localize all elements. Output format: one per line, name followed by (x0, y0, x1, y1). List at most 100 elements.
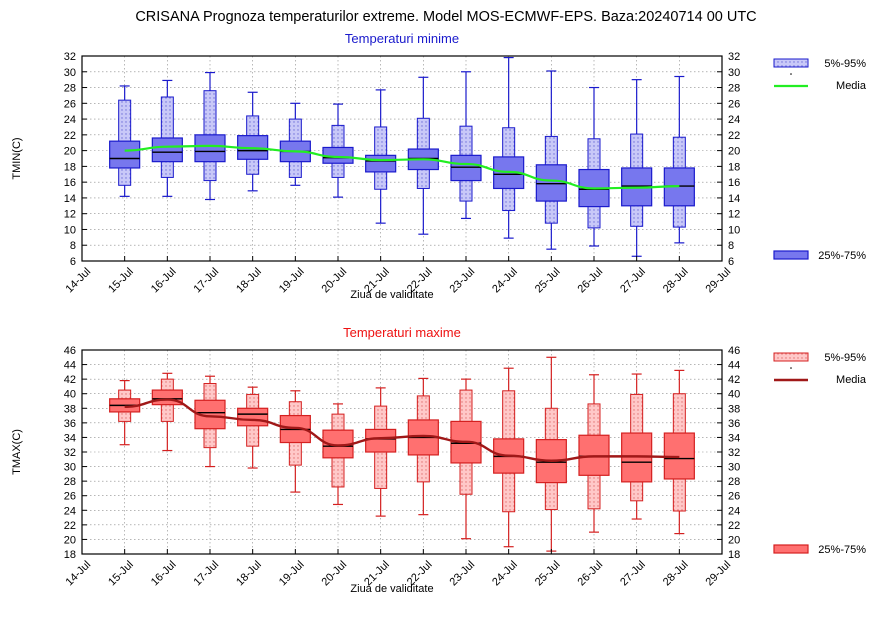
tmax-box-19-Jul (279, 390, 311, 493)
tmin-xtick-label: 25-Jul (533, 266, 563, 296)
tmin-box-28-Jul (663, 75, 695, 244)
tmin-legend-label: 5%-95% (824, 58, 866, 70)
tmin-xtick-label: 16-Jul (149, 266, 179, 296)
tmin-legend-item: 25%-75% (773, 250, 866, 262)
tmin-box-21-Jul (365, 89, 397, 224)
tmin-range-25-75 (450, 154, 482, 182)
tmax-legend-item: 5%-95% (773, 352, 866, 364)
tmin-ytick-label-right: 12 (728, 209, 740, 221)
tmax-xtick-label: 26-Jul (576, 559, 606, 589)
tmin-box-15-Jul (109, 85, 141, 197)
tmax-ytick-label-right: 38 (728, 403, 740, 415)
tmin-legend-swatch-dark (773, 250, 809, 260)
tmax-ytick-label-right: 22 (728, 520, 740, 532)
tmin-legend-item: Media (774, 73, 867, 92)
tmax-y-axis-label: TMAX(C) (11, 429, 23, 475)
tmin-ytick-label-right: 32 (728, 51, 740, 63)
tmin-range-25-75 (194, 134, 226, 163)
tmax-ytick-label-right: 46 (728, 345, 740, 357)
tmax-box-27-Jul (621, 373, 653, 520)
tmax-ytick-label-right: 26 (728, 491, 740, 503)
tmin-xtick-label: 27-Jul (618, 266, 648, 296)
tmax-ytick-label-right: 18 (728, 549, 740, 561)
tmax-box-18-Jul (237, 386, 269, 469)
tmax-xtick-label: 16-Jul (149, 559, 179, 589)
tmax-ytick-label-left: 34 (64, 432, 76, 444)
tmin-legend-dot (790, 73, 792, 75)
tmin-legend-item: 5%-95% (773, 58, 866, 70)
tmax-box-15-Jul (109, 380, 141, 446)
tmax-ytick-label-left: 42 (64, 374, 76, 386)
tmax-legend-label: 25%-75% (818, 544, 866, 556)
tmin-xtick-label: 14-Jul (64, 266, 94, 296)
tmin-ytick-label-left: 24 (64, 114, 76, 126)
tmax-xtick-label: 23-Jul (448, 559, 478, 589)
tmax-ytick-label-right: 30 (728, 462, 740, 474)
tmax-legend-label: Media (836, 374, 867, 386)
tmin-grid (82, 56, 722, 261)
tmax-legend-swatch-dark (773, 544, 809, 554)
tmin-ytick-label-left: 30 (64, 67, 76, 79)
tmax-xtick-label: 29-Jul (704, 559, 734, 589)
tmax-xtick-label: 17-Jul (192, 559, 222, 589)
tmax-ytick-label-left: 32 (64, 447, 76, 459)
tmin-box-22-Jul (407, 76, 439, 235)
tmax-range-25-75 (237, 407, 269, 427)
tmin-mean-line (124, 144, 680, 190)
tmin-xtick-label: 23-Jul (448, 266, 478, 296)
tmin-box-20-Jul (322, 103, 354, 198)
tmin-ytick-label-right: 18 (728, 161, 740, 173)
tmax-ytick-label-left: 38 (64, 403, 76, 415)
tmax-ytick-label-left: 22 (64, 520, 76, 532)
tmax-ytick-label-left: 28 (64, 476, 76, 488)
tmax-legend-dot (790, 367, 792, 369)
tmax-legend-item: 25%-75% (773, 544, 866, 556)
tmax-ytick-label-right: 20 (728, 534, 740, 546)
tmin-xtick-label: 15-Jul (106, 266, 136, 296)
tmin-y-axis-label: TMIN(C) (11, 137, 23, 179)
tmin-ytick-label-right: 20 (728, 146, 740, 158)
tmin-ytick-label-right: 26 (728, 98, 740, 110)
tmin-box-17-Jul (194, 71, 226, 201)
tmin-ytick-label-right: 6 (728, 256, 734, 268)
tmin-range-25-75 (535, 164, 567, 202)
tmax-legend: 5%-95% Media 25%-75% (773, 352, 867, 556)
tmin-ytick-label-left: 8 (70, 240, 76, 252)
tmin-ytick-label-left: 28 (64, 83, 76, 95)
tmin-legend: 5%-95% Media 25%-75% (773, 58, 867, 262)
tmin-xtick-label: 24-Jul (490, 266, 520, 296)
tmax-xtick-label: 27-Jul (618, 559, 648, 589)
tmax-ytick-label-left: 18 (64, 549, 76, 561)
tmax-box-20-Jul (322, 403, 354, 506)
tmin-ytick-label-right: 24 (728, 114, 740, 126)
tmin-ytick-label-right: 28 (728, 83, 740, 95)
tmin-box-23-Jul (450, 71, 482, 220)
tmin-ytick-label-right: 22 (728, 130, 740, 142)
tmax-box-17-Jul (194, 375, 226, 468)
tmax-ytick-label-right: 32 (728, 447, 740, 459)
tmin-legend-label: Media (836, 80, 867, 92)
tmin-ytick-label-right: 14 (728, 193, 740, 205)
tmax-xtick-label: 24-Jul (490, 559, 520, 589)
tmax-ytick-label-left: 30 (64, 462, 76, 474)
tmax-xtick-label: 25-Jul (533, 559, 563, 589)
tmin-ytick-label-left: 14 (64, 193, 76, 205)
tmin-xtick-label: 28-Jul (661, 266, 691, 296)
tmax-xtick-label: 20-Jul (320, 559, 350, 589)
tmin-ytick-label-left: 32 (64, 51, 76, 63)
tmin-ytick-label-left: 12 (64, 209, 76, 221)
tmax-ytick-label-right: 40 (728, 389, 740, 401)
tmin-ytick-label-right: 30 (728, 67, 740, 79)
tmax-panel: Temperaturi maxime 18 18 20 20 22 22 24 24 26 26 28… (11, 325, 867, 595)
tmin-range-25-75 (109, 140, 141, 169)
tmin-box-18-Jul (237, 91, 269, 192)
tmax-ytick-label-left: 44 (64, 360, 76, 372)
tmin-ytick-label-left: 6 (70, 256, 76, 268)
tmax-ytick-label-left: 46 (64, 345, 76, 357)
tmax-ytick-label-left: 20 (64, 534, 76, 546)
tmin-box-27-Jul (621, 79, 653, 257)
tmax-ytick-label-right: 36 (728, 418, 740, 430)
tmin-plot-frame (81, 55, 723, 262)
tmin-box-19-Jul (279, 102, 311, 186)
